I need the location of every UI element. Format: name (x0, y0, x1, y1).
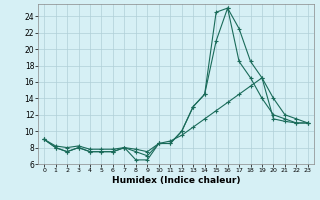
X-axis label: Humidex (Indice chaleur): Humidex (Indice chaleur) (112, 176, 240, 185)
